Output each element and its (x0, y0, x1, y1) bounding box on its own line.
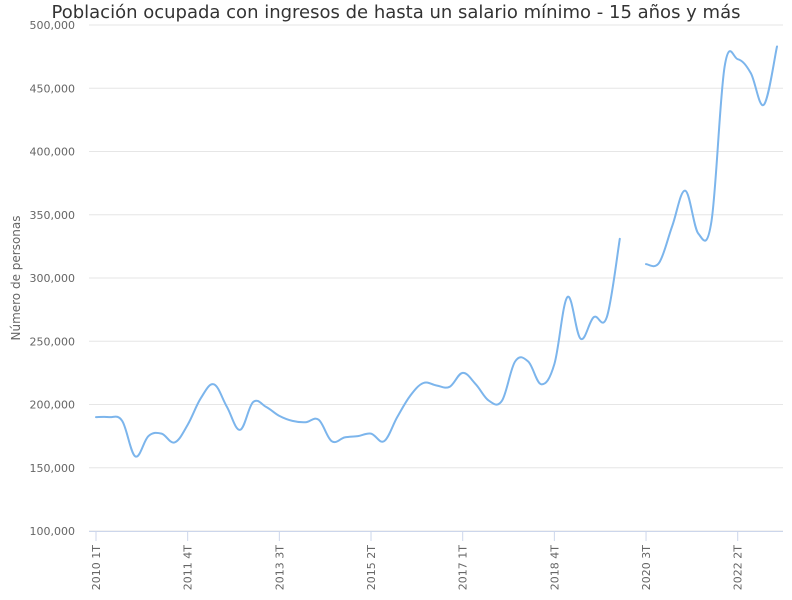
y-tick-label: 450,000 (30, 82, 76, 95)
y-tick-label: 300,000 (30, 272, 76, 285)
x-tick-label: 2017 1T (457, 545, 470, 590)
y-tick-label: 200,000 (30, 399, 76, 412)
y-tick-label: 500,000 (30, 19, 76, 32)
y-tick-label: 100,000 (30, 525, 76, 538)
x-tick-label: 2018 4T (548, 545, 561, 590)
y-tick-label: 400,000 (30, 146, 76, 159)
x-tick-label: 2020 3T (640, 545, 653, 590)
y-tick-label: 150,000 (30, 462, 76, 475)
x-tick-label: 2013 3T (273, 545, 286, 590)
series-line (95, 237, 621, 458)
chart-title: Población ocupada con ingresos de hasta … (51, 2, 741, 23)
x-tick-label: 2010 1T (90, 545, 103, 590)
y-tick-label: 250,000 (30, 335, 76, 348)
series-line (645, 45, 778, 268)
x-tick-label: 2011 4T (182, 545, 195, 590)
x-tick-label: 2022 2T (732, 545, 745, 590)
series-lines (95, 45, 778, 458)
x-tick-label: 2015 2T (365, 545, 378, 590)
y-tick-label: 350,000 (30, 209, 76, 222)
grid-lines (89, 24, 783, 532)
y-axis-labels: 100,000 150,000 200,000 250,000 300,000 350,0… (30, 19, 76, 538)
y-axis-title: Número de personas (9, 215, 23, 340)
x-axis-labels: 2010 1T 2011 4T 2013 3T 2015 2T 2017 1T 2018 … (90, 531, 745, 590)
